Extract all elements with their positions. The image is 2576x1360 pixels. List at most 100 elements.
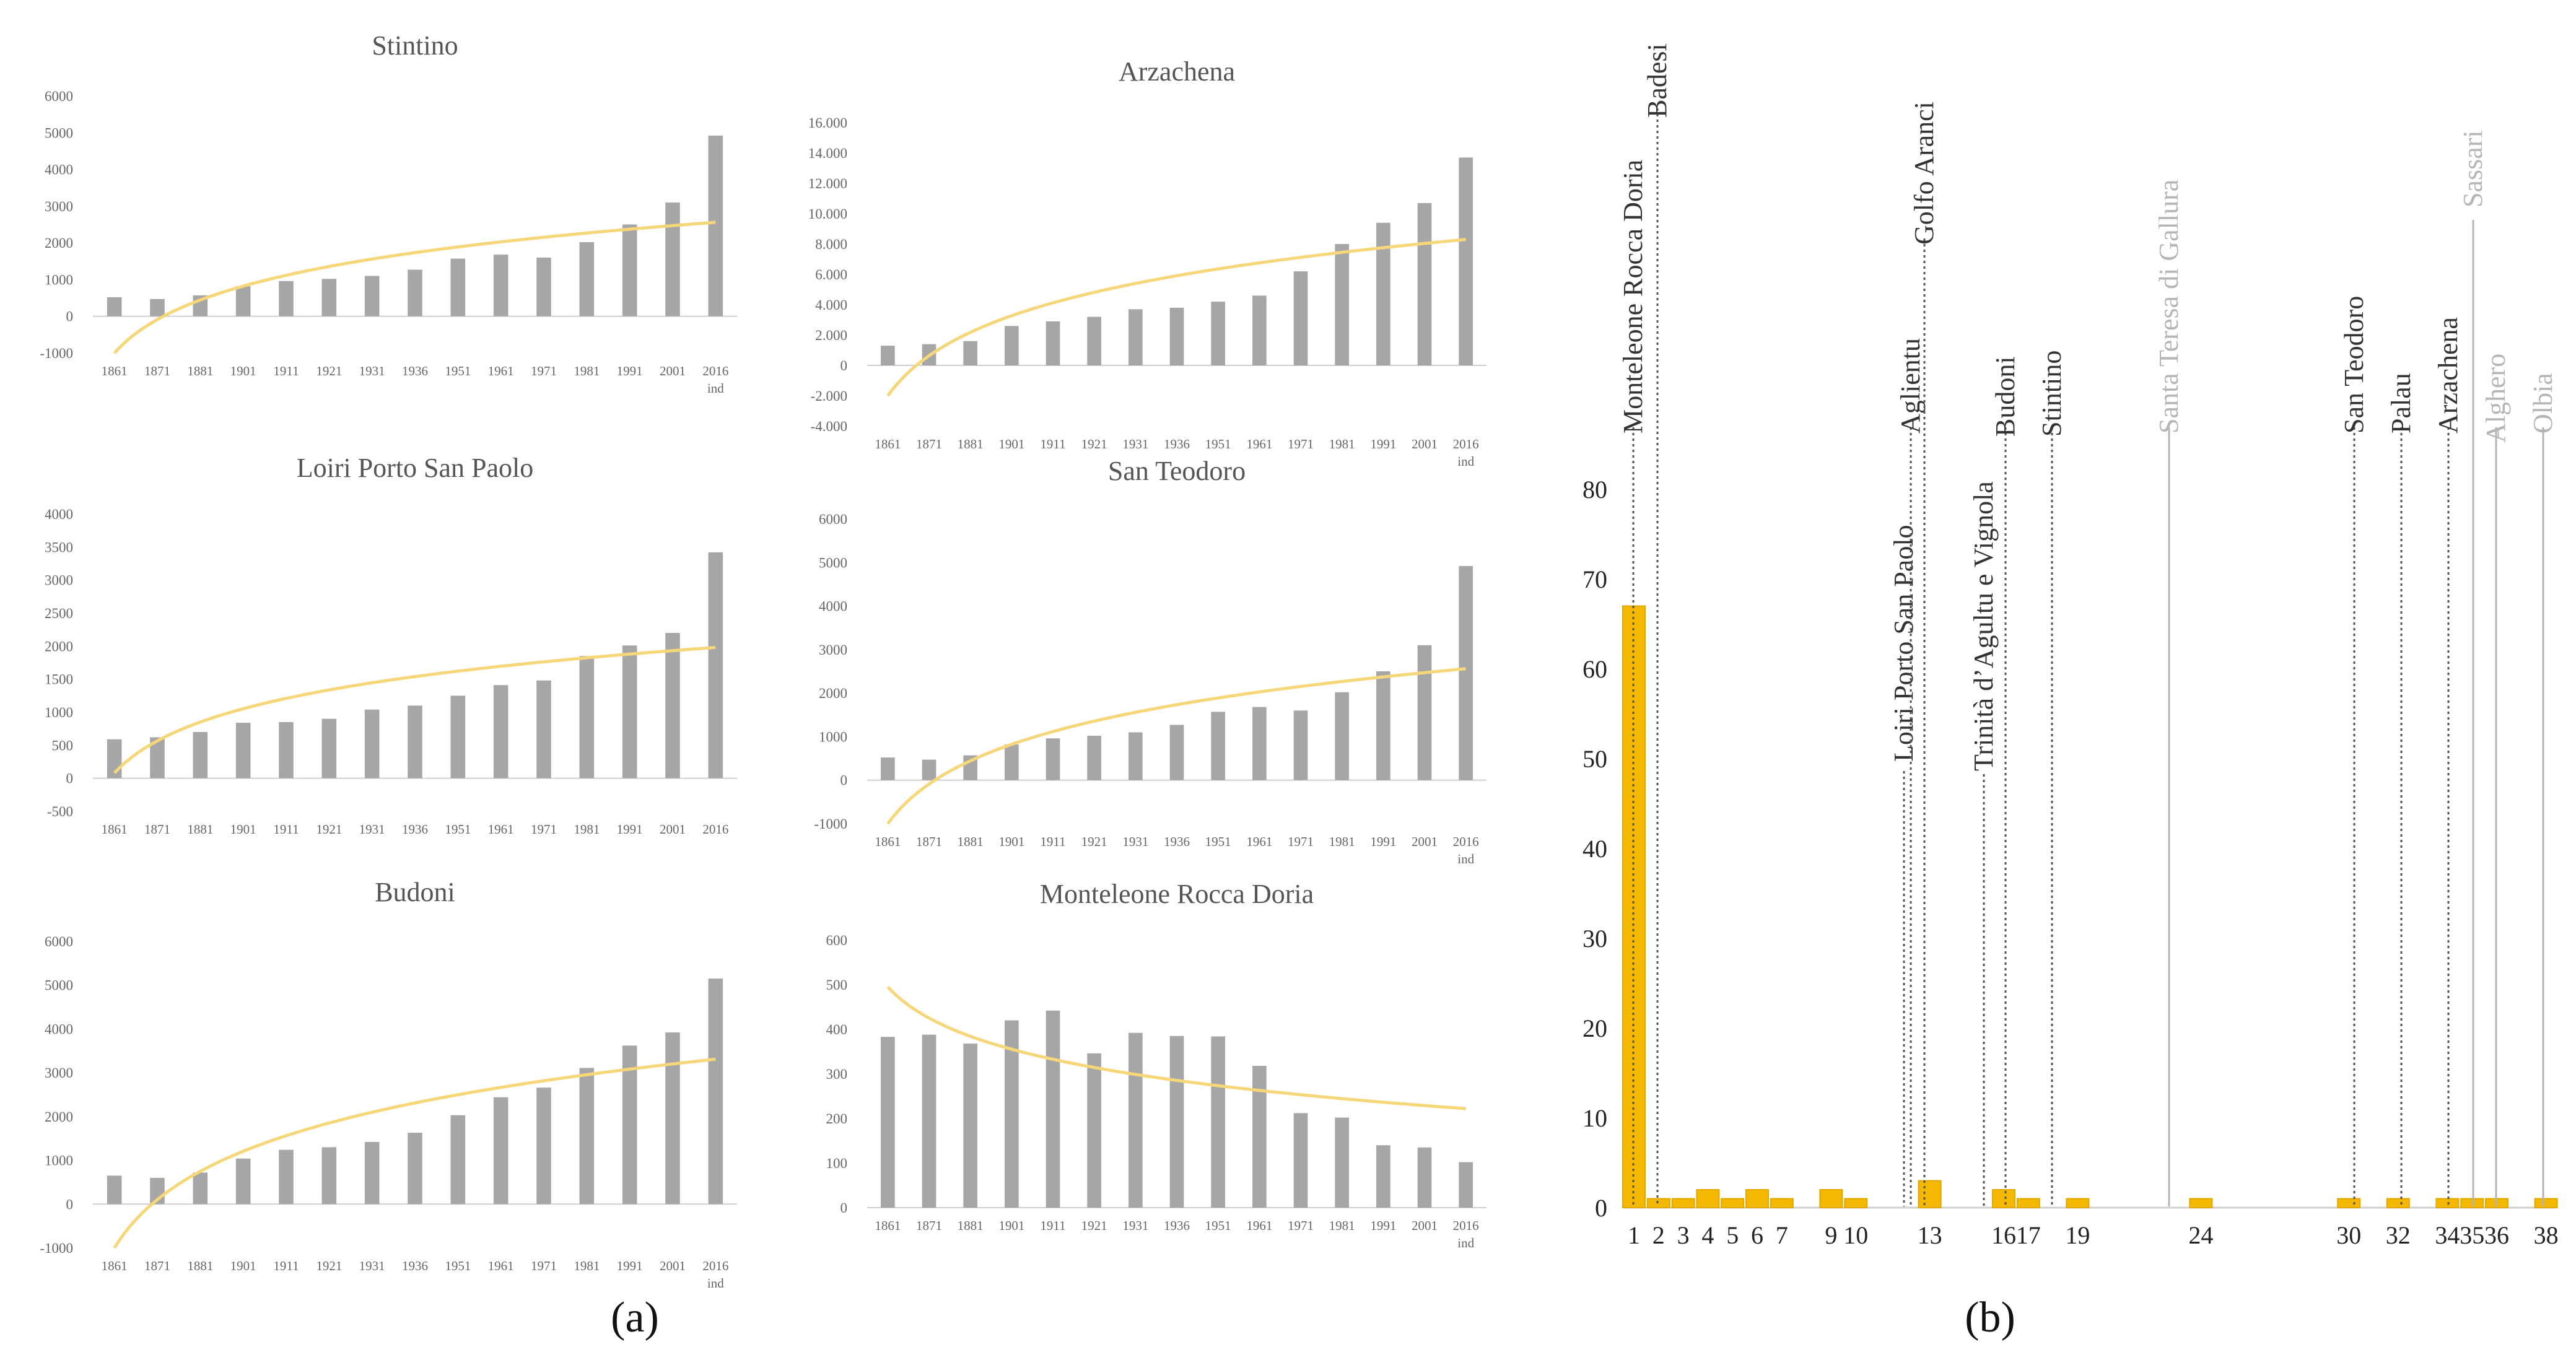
annotation-label: Aglientu — [1895, 338, 1926, 434]
bar — [1293, 710, 1308, 780]
x-tick-label: 1921 — [316, 364, 342, 378]
x-tick-label: 1981 — [1329, 1218, 1355, 1233]
bar — [279, 1149, 294, 1205]
bar — [493, 1097, 509, 1205]
x-tick-label: 1961 — [1246, 834, 1272, 849]
x-tick-label: 1981 — [1329, 437, 1355, 451]
bar — [536, 1088, 551, 1205]
y-tick-label: 300 — [826, 1066, 848, 1082]
x-tick-label: 2016 — [702, 822, 728, 837]
x-tick-label: 3 — [1677, 1221, 1690, 1249]
y-tick-label: 5000 — [819, 555, 847, 570]
y-tick-label: 0 — [840, 773, 848, 788]
x-tick-label: 1951 — [445, 822, 471, 837]
x-tick-label: 19 — [2065, 1221, 2090, 1249]
x-tick-label: 2016 — [1453, 834, 1479, 849]
bar — [1992, 1189, 2015, 1208]
x-tick-label: 1901 — [230, 1258, 256, 1273]
x-tick-label: 1961 — [1246, 437, 1272, 451]
bar — [279, 722, 294, 778]
bar — [321, 718, 337, 778]
bar — [622, 1045, 637, 1205]
x-tick-label: 1911 — [1040, 437, 1065, 451]
x-tick-label: 6 — [1751, 1221, 1763, 1249]
x-tick-label: 2016 — [1453, 437, 1479, 451]
y-tick-label: 3000 — [45, 1065, 73, 1081]
bar — [1252, 295, 1267, 365]
y-tick-label: 0 — [66, 771, 74, 787]
x-tick-label: 1871 — [144, 822, 170, 837]
x-tick-label: 1971 — [531, 1258, 557, 1273]
bar — [665, 633, 680, 778]
x-tick-label: 1951 — [1205, 834, 1231, 849]
x-tick-label: 1881 — [187, 1258, 213, 1273]
x-tick-label: 1936 — [1164, 1218, 1190, 1233]
bar — [665, 1032, 680, 1205]
x-tick-label: 1911 — [1040, 1218, 1065, 1233]
annotation-label: Monteleone Rocca Doria — [1618, 160, 1648, 434]
x-tick-label: 1961 — [488, 364, 514, 378]
chart-monteleone: Monteleone Rocca Doria 0 100 200 300 400 500 60… — [826, 879, 1487, 1250]
bar — [1252, 1066, 1267, 1208]
bar — [1459, 157, 1473, 365]
x-tick-label: 30 — [2336, 1221, 2361, 1249]
y-tick-label: 2500 — [45, 606, 73, 621]
bar — [2435, 1198, 2460, 1208]
bar — [1087, 736, 1101, 780]
x-tick-label: 1871 — [916, 437, 942, 451]
y-tick-label: 200 — [826, 1111, 848, 1127]
x-tick-label: 1 — [1628, 1221, 1640, 1249]
y-tick-label: -1000 — [40, 1240, 73, 1256]
bar — [1918, 1180, 1942, 1208]
bar — [622, 645, 637, 778]
bar — [1005, 744, 1019, 780]
bar — [1129, 309, 1143, 365]
x-tick-label: 2016 — [702, 364, 728, 378]
y-tick-label: 10.000 — [808, 206, 847, 222]
x-tick-label: 32 — [2386, 1221, 2411, 1249]
annotation-label: Golfo Aranci — [1909, 102, 1939, 245]
y-tick-label: 30 — [1583, 925, 1607, 952]
x-tick-label: 1921 — [1081, 437, 1107, 451]
x-tick-label: 7 — [1776, 1221, 1788, 1249]
bar — [1335, 692, 1349, 780]
chart-title: Arzachena — [1119, 56, 1235, 87]
bar — [963, 341, 977, 365]
x-tick-label: 2001 — [660, 1258, 686, 1273]
x-tick-label: 2001 — [660, 822, 686, 837]
x-tick-sublabel: ind — [707, 1276, 724, 1291]
y-tick-label: 10 — [1583, 1104, 1607, 1132]
y-tick-label: 600 — [826, 933, 848, 948]
bar — [493, 685, 509, 778]
x-tick-label: 1991 — [1370, 834, 1396, 849]
y-tick-label: 4000 — [45, 1021, 73, 1037]
bar — [708, 979, 723, 1205]
chart-loiri: Loiri Porto San Paolo -500 0 500 1000 1500 200… — [45, 453, 737, 837]
x-tick-label: 1961 — [488, 822, 514, 837]
y-tick-label: 100 — [826, 1156, 848, 1171]
y-tick-label: 4000 — [45, 507, 73, 522]
x-tick-label: 1991 — [1370, 1218, 1396, 1233]
bar — [1211, 1036, 1225, 1208]
bar — [1293, 271, 1308, 365]
y-tick-label: 2.000 — [815, 328, 847, 343]
x-tick-label: 1936 — [402, 822, 428, 837]
x-tick-label: 2001 — [1412, 1218, 1438, 1233]
chart-title: San Teodoro — [1108, 456, 1246, 486]
bar — [1459, 1162, 1473, 1208]
y-tick-label: 2000 — [45, 235, 73, 251]
bar — [235, 1158, 251, 1205]
annotation-label: Loiri Porto San Paolo — [1888, 525, 1919, 762]
bar — [881, 346, 895, 365]
bar — [1211, 712, 1225, 780]
panel-a-charts: Stintino-1000010002000300040005000600018… — [40, 30, 1487, 1291]
x-tick-label: 1971 — [1288, 834, 1314, 849]
bar — [1459, 565, 1473, 780]
x-tick-label: 1991 — [617, 1258, 643, 1273]
bar — [107, 297, 122, 316]
x-tick-label: 1911 — [273, 822, 299, 837]
y-tick-label: 5000 — [45, 978, 73, 993]
trend-line — [113, 646, 716, 774]
x-tick-label: 1881 — [187, 822, 213, 837]
x-tick-label: 1951 — [445, 364, 471, 378]
